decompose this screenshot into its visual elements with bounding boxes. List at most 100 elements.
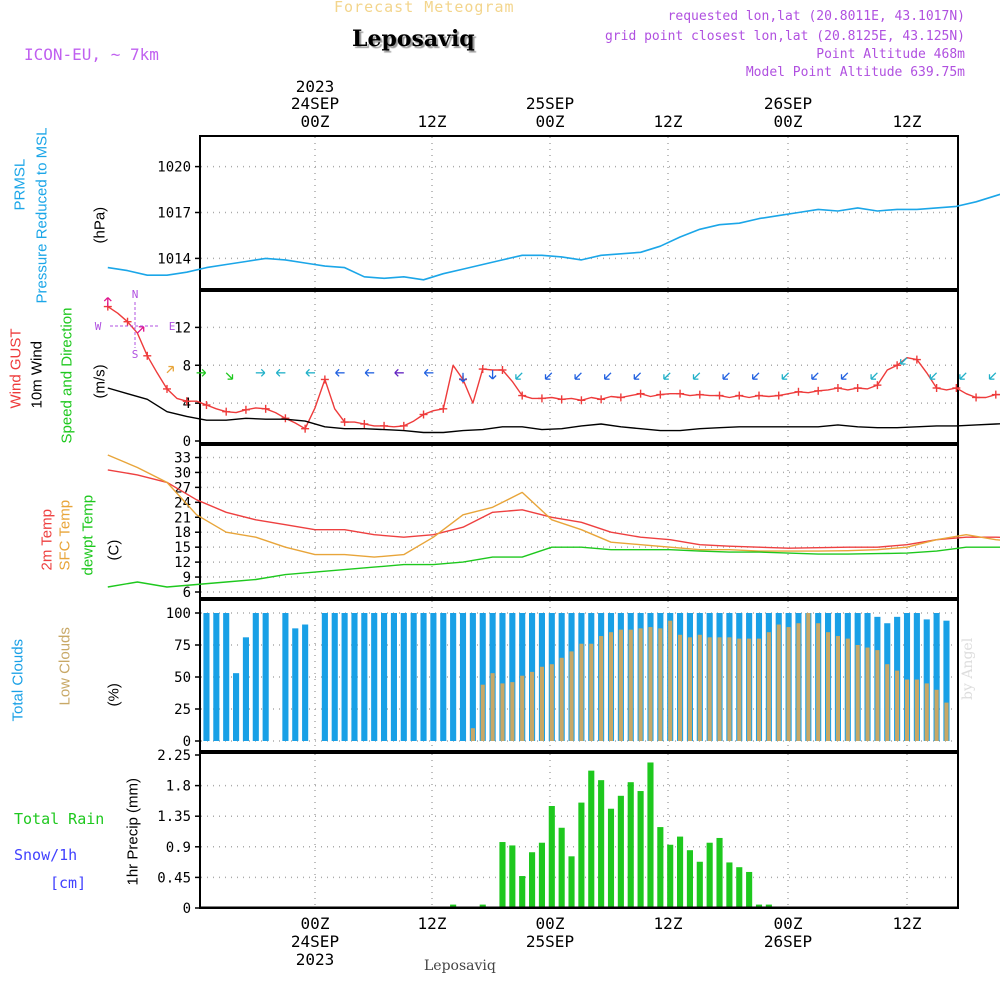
low-clouds-bar [756, 638, 762, 741]
model-point-altitude: Model Point Altitude 639.75m [745, 65, 965, 80]
total-clouds-bar [381, 613, 388, 741]
rain-bar [647, 762, 654, 908]
y-tick-label: 0.9 [166, 840, 191, 856]
low-clouds-bar [520, 675, 525, 741]
low-clouds-bar [687, 637, 692, 741]
top-year-label: 2023 [296, 77, 335, 96]
low-clouds-bar [638, 628, 643, 741]
low-clouds-bar [737, 638, 742, 741]
y-tick-label: 15 [174, 540, 191, 556]
wind-arrow [811, 372, 819, 380]
wind-arrowhead [201, 372, 207, 377]
y-tick-label: 2.25 [157, 748, 191, 764]
rain-bar [578, 802, 585, 908]
total-clouds-bar [499, 613, 506, 741]
low-clouds-bar [510, 682, 515, 741]
y-tick-label: 8 [183, 358, 191, 374]
wind-arrowhead [275, 372, 281, 377]
wind-arrow [841, 372, 849, 380]
total-clouds-bar [351, 613, 358, 741]
wind-unit: (m/s) [91, 364, 109, 399]
rain-bar [657, 827, 664, 908]
total-clouds-bar [233, 673, 240, 741]
wind-arrow [900, 357, 908, 365]
total-clouds-bar [400, 613, 407, 741]
rain-bar [479, 904, 486, 908]
y-tick-label: 50 [174, 670, 191, 686]
wind-arrowhead [364, 368, 370, 374]
y-tick-label: 0 [183, 434, 191, 450]
wind-arrowhead [423, 372, 429, 377]
wind-arrowhead [488, 375, 494, 380]
low-clouds-bar [845, 638, 850, 741]
pressure-line [107, 193, 1000, 281]
low-clouds-bar [904, 679, 910, 741]
requested-coords: requested lon,lat (20.8011E, 43.1017N) [667, 9, 965, 24]
low-clouds-bar [885, 664, 890, 741]
low-clouds-bar [875, 650, 880, 741]
sfc-temp-label: SFC Temp [56, 499, 74, 571]
bottom-date-label: 25SEP [526, 932, 574, 951]
wind-arrow [515, 372, 523, 380]
rain-bar [548, 806, 555, 908]
total-clouds-bar [430, 613, 437, 741]
low-clouds-bar [579, 643, 584, 741]
rain-bar [617, 795, 624, 908]
total-clouds-bar [223, 613, 230, 741]
rain-bar [686, 850, 693, 908]
low-clouds-bar [470, 728, 475, 741]
low-clouds-bar [648, 627, 653, 741]
low-clouds-bar [628, 629, 633, 741]
low-clouds-bar [549, 664, 554, 741]
rain-bar [509, 845, 516, 908]
y-tick-label: 24 [174, 495, 191, 511]
precip-unit: 1hr Precip (mm) [124, 777, 142, 886]
total-clouds-bar [252, 613, 259, 741]
low-clouds-bar [589, 643, 594, 741]
total-clouds-bar [390, 613, 397, 741]
rain-bar [637, 791, 644, 908]
wind-arrowhead [107, 297, 112, 302]
wind-arrowhead [462, 377, 467, 383]
total-clouds-bar [943, 620, 950, 741]
y-tick-label: 30 [174, 465, 191, 481]
y-tick-label: 33 [174, 450, 191, 466]
temp-unit: (C) [105, 539, 123, 561]
total-clouds-bar [341, 613, 348, 741]
low-clouds-bar [530, 671, 535, 741]
y-tick-label: 0 [183, 734, 191, 750]
wind-arrowhead [260, 372, 266, 377]
wind-arrow [781, 372, 790, 380]
y-tick-label: 21 [174, 510, 191, 526]
low-clouds-bar [608, 632, 614, 741]
compass-w: W [95, 320, 102, 333]
compass-n: N [132, 288, 139, 301]
low-clouds-bar [806, 613, 811, 741]
wind-arrowhead [305, 372, 310, 377]
low-clouds-bar [618, 629, 623, 741]
snow-label: Snow/1h [14, 846, 78, 864]
rain-bar [529, 852, 536, 908]
dewpt-label: dewpt Temp [79, 494, 97, 576]
rain-bar [598, 780, 605, 908]
low-clouds-bar [895, 670, 900, 741]
total-clouds-bar [282, 613, 289, 741]
low-clouds-bar [569, 651, 574, 741]
low-clouds-bar [865, 647, 870, 741]
y-tick-label: 1014 [157, 251, 191, 267]
total-clouds-bar [371, 613, 378, 741]
wind-arrow [693, 372, 701, 380]
wind-dir-label: Speed and Direction [58, 307, 76, 444]
wind-arrowhead [305, 368, 310, 374]
rain-bar [706, 842, 713, 908]
wind-arrowhead [492, 375, 497, 380]
low-clouds-bar [539, 666, 544, 741]
low-clouds-label: Low Clouds [56, 627, 74, 706]
total-clouds-bar [292, 628, 299, 741]
low-clouds-bar [500, 683, 505, 741]
low-clouds-bar [559, 657, 564, 741]
rain-bar [726, 862, 733, 908]
rain-bar [746, 871, 753, 908]
total-clouds-bar [509, 613, 516, 741]
y-tick-label: 12 [174, 320, 191, 336]
